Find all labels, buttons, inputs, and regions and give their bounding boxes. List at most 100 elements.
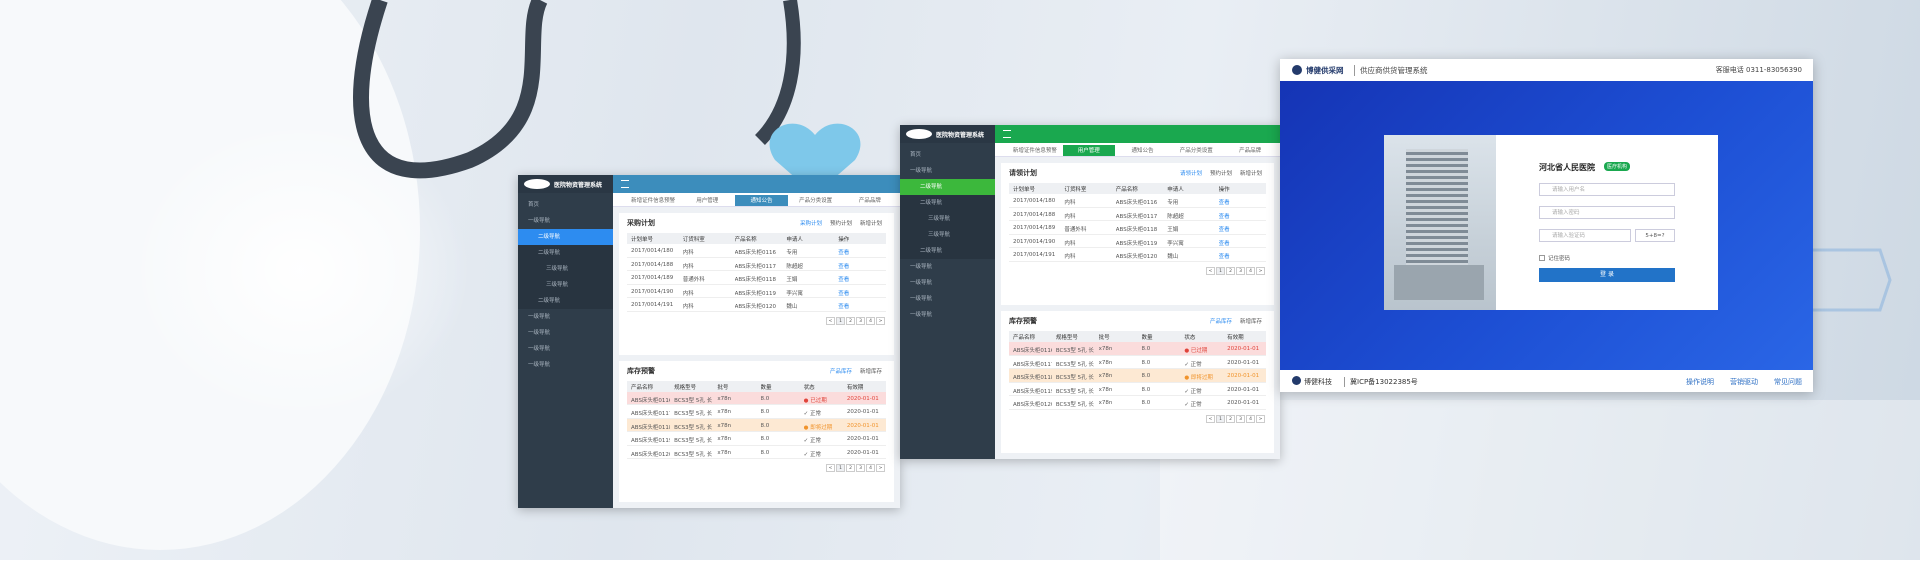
menu-item[interactable]: 首页 (910, 152, 922, 158)
table-cell: x78n (717, 422, 732, 429)
card-action[interactable]: 预约计划 (829, 221, 852, 227)
menu-item[interactable]: 二级导航 (900, 243, 995, 259)
tab[interactable]: 新增证件信息预警 (631, 198, 676, 204)
page-button[interactable]: 4 (866, 316, 875, 325)
page-button[interactable]: 4 (866, 464, 875, 472)
table-cell[interactable]: 查看 (838, 304, 850, 310)
menu-item[interactable]: 三级导航 (900, 211, 995, 227)
card-action[interactable]: 产品库存 (1209, 319, 1232, 325)
tab[interactable]: 产品分类设置 (1179, 148, 1213, 154)
page-button[interactable]: 1 (1216, 414, 1225, 423)
page-button[interactable]: > (876, 316, 885, 325)
page-button[interactable]: 3 (1236, 414, 1245, 423)
table-cell[interactable]: 查看 (1218, 254, 1230, 260)
page-button[interactable]: 2 (846, 316, 855, 325)
menu-item[interactable]: 一级导航 (910, 280, 933, 286)
tab[interactable]: 产品品牌 (1239, 148, 1262, 154)
card-action[interactable]: 预约计划 (1209, 171, 1232, 177)
page-button[interactable]: 2 (1226, 266, 1235, 275)
login-card: 河北省人民医院 医疗机构 请输入用户名 请输入密码 请输入验证码 5+8=? 记住密码登 录 (1384, 135, 1718, 310)
page-button[interactable]: 2 (1226, 414, 1235, 423)
footer-link[interactable]: 常见问题 (1774, 378, 1802, 386)
page-button[interactable]: 1 (836, 316, 845, 325)
table-cell: BCS3型 5孔 长 (674, 424, 713, 431)
page-button[interactable]: < (1206, 266, 1215, 275)
table-cell[interactable]: 查看 (838, 290, 850, 297)
footer-link[interactable]: 操作说明 (1686, 378, 1714, 386)
tab[interactable]: 通知公告 (735, 195, 788, 206)
menu-item[interactable]: 首页 (528, 202, 540, 208)
input-field[interactable]: 请输入用户名 (1539, 183, 1675, 196)
menu-item[interactable]: 一级导航 (910, 296, 933, 302)
page-button[interactable]: > (1256, 266, 1265, 275)
page-button[interactable]: < (1206, 414, 1215, 423)
page-button[interactable]: 1 (836, 464, 845, 472)
menu-item[interactable]: 二级导航 (900, 195, 995, 211)
menu-item[interactable]: 一级导航 (528, 362, 551, 368)
table-cell[interactable]: 查看 (838, 263, 850, 270)
menu-item[interactable]: 二级导航 (518, 229, 613, 245)
menu-item[interactable]: 三级导航 (518, 261, 613, 277)
table-row: ABS床头柜0116 BCS3型 5孔 长 x78n 8.0 ● 已过期 2020-01-… (1009, 342, 1266, 356)
menu-item[interactable]: 二级导航 (518, 245, 613, 261)
hospital-name: 河北省人民医院 (1539, 163, 1595, 172)
page-button[interactable]: < (826, 464, 835, 472)
table-cell: 专用 (786, 250, 798, 256)
menu-item[interactable]: 一级导航 (528, 314, 551, 320)
tab[interactable]: 通知公告 (1131, 148, 1154, 154)
menu-item[interactable]: 三级导航 (900, 227, 995, 243)
login-button[interactable]: 登 录 (1539, 268, 1675, 282)
tab[interactable]: 产品分类设置 (799, 198, 833, 204)
card-action[interactable]: 新增计划 (859, 221, 882, 227)
tab[interactable]: 用户管理 (1062, 145, 1115, 156)
card-action[interactable]: 新增库存 (1239, 319, 1262, 325)
tab[interactable]: 新增证件信息预警 (1012, 148, 1057, 154)
input-field[interactable]: 请输入验证码 (1539, 229, 1631, 242)
page-button[interactable]: 3 (856, 464, 865, 472)
page-button[interactable]: 3 (1236, 266, 1245, 275)
table-cell[interactable]: 查看 (1218, 240, 1230, 247)
card-action[interactable]: 新增库存 (859, 368, 882, 375)
menu-item[interactable]: 三级导航 (518, 277, 613, 293)
menu-item[interactable]: 一级导航 (528, 330, 551, 336)
page-button[interactable]: 3 (856, 316, 865, 325)
menu-toggle[interactable] (621, 180, 629, 188)
remember-box[interactable] (1539, 255, 1545, 261)
card-action[interactable]: 采购计划 (799, 221, 822, 227)
tab[interactable]: 产品品牌 (858, 198, 881, 204)
menu-item[interactable]: 二级导航 (518, 293, 613, 309)
page-button[interactable]: 1 (1216, 266, 1225, 275)
menu-item[interactable]: 一级导航 (910, 312, 933, 318)
page-button[interactable]: > (1256, 414, 1265, 423)
table-cell: BCS3型 5孔 长 (1055, 402, 1094, 408)
input-field[interactable]: 请输入密码 (1539, 206, 1675, 219)
table-cell[interactable]: 查看 (838, 277, 850, 283)
table-cell[interactable]: 查看 (1218, 227, 1230, 233)
footer-link[interactable]: 营销驱动 (1730, 378, 1758, 386)
menu-item[interactable]: 一级导航 (528, 346, 551, 352)
menu-toggle[interactable] (1003, 130, 1011, 138)
page-button[interactable]: < (826, 316, 835, 325)
page-button[interactable]: 4 (1246, 266, 1255, 275)
tab[interactable]: 用户管理 (696, 198, 719, 204)
menu-item[interactable]: 一级导航 (910, 264, 933, 270)
menu-item[interactable]: 一级导航 (910, 168, 933, 174)
card-action[interactable]: 请领计划 (1179, 171, 1202, 177)
table-cell[interactable]: 查看 (1218, 213, 1230, 220)
page-button[interactable]: 2 (846, 464, 855, 472)
page-button[interactable]: > (876, 464, 885, 472)
logo-badge (524, 179, 550, 189)
header-cell: 操作 (838, 237, 850, 243)
card-action[interactable]: 产品库存 (829, 368, 852, 375)
table-cell[interactable]: 查看 (838, 250, 850, 256)
table-row: 2017/0014/190 内科 ABS床头柜0119 李兴寓 查看 (627, 284, 886, 298)
card-action[interactable]: 新增计划 (1239, 171, 1262, 177)
menu-item[interactable]: 二级导航 (900, 179, 995, 195)
table-cell: 8.0 (1141, 386, 1151, 393)
table-cell: 2020-01-01 (846, 422, 879, 429)
menu-item[interactable]: 一级导航 (528, 218, 551, 224)
page-button[interactable]: 4 (1246, 414, 1255, 423)
table-cell[interactable]: 查看 (1218, 200, 1230, 206)
captcha[interactable]: 5+8=? (1635, 229, 1675, 242)
table-cell: ABS床头柜0119 (1013, 388, 1052, 395)
